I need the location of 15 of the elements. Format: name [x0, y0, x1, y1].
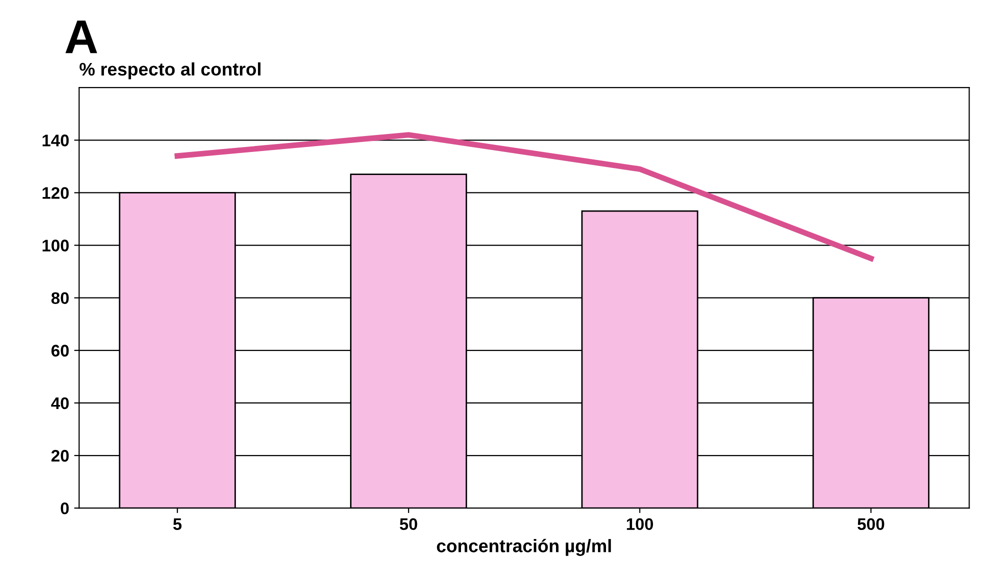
y-tick-label: 0 [60, 502, 69, 514]
y-tick-label: 80 [51, 292, 69, 304]
chart-title: A [65, 20, 98, 54]
y-tick-label: 100 [42, 240, 69, 252]
y-axis-title: % respecto al control [80, 62, 260, 80]
y-tick-label: 40 [51, 397, 69, 410]
x-tick-label: 5 [173, 518, 182, 530]
x-tick-label: 100 [626, 518, 653, 530]
x-axis-title: concentración µg/ml [436, 538, 611, 556]
y-tick-label: 60 [51, 344, 69, 357]
y-tick-label: 120 [42, 187, 69, 199]
y-tick-label: 140 [42, 134, 69, 146]
y-tick-label: 20 [51, 450, 69, 462]
x-tick-label: 500 [858, 518, 884, 530]
x-tick-label: 50 [400, 518, 418, 530]
